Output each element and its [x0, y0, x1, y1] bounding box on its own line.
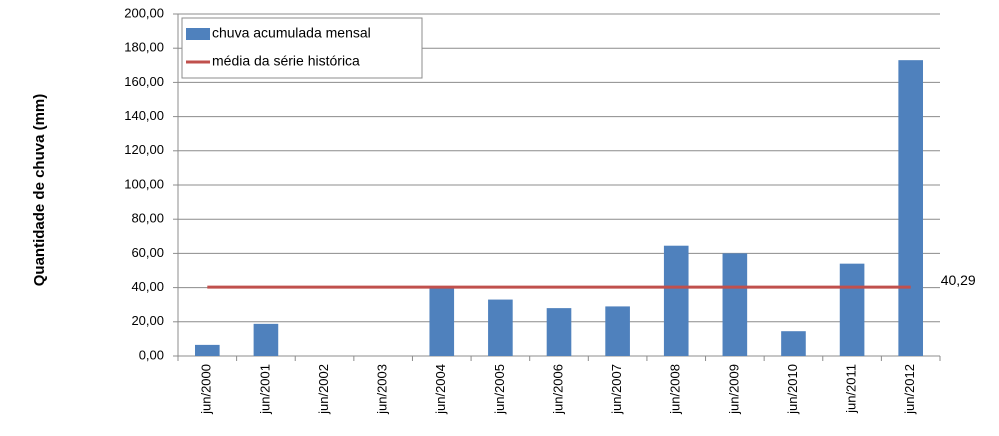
x-tick-label: jun/2010	[785, 364, 800, 415]
x-tick-label: jun/2008	[668, 364, 683, 415]
y-axis-label: Quantidade de chuva (mm)	[31, 94, 48, 287]
legend-box	[181, 17, 423, 79]
bar	[898, 60, 924, 357]
x-tick-label: jun/2012	[902, 364, 917, 415]
x-tick-label: jun/2007	[609, 364, 624, 415]
x-tick-label: jun/2006	[550, 364, 565, 415]
bar	[605, 306, 630, 356]
bar	[839, 263, 865, 356]
y-tick-label: 40,00	[131, 279, 164, 294]
y-tick-label: 60,00	[131, 245, 164, 260]
y-tick-label: 80,00	[131, 211, 164, 226]
bar	[663, 245, 689, 356]
legend-label: média da série histórica	[212, 53, 360, 69]
y-tick-label: 20,00	[131, 313, 164, 328]
x-tick-label: jun/2002	[316, 364, 331, 415]
bar	[253, 323, 279, 356]
bar	[429, 287, 455, 356]
y-tick-label: 160,00	[124, 74, 164, 89]
bar	[546, 308, 572, 356]
y-tick-label: 120,00	[124, 142, 164, 157]
x-tick-label: jun/2000	[199, 364, 214, 415]
y-tick-label: 180,00	[124, 40, 164, 55]
bar	[781, 331, 806, 356]
x-tick-label: jun/2003	[375, 364, 390, 415]
x-tick-label: jun/2001	[257, 364, 272, 415]
bar	[722, 253, 748, 356]
legend-label: chuva acumulada mensal	[212, 25, 371, 41]
legend-swatch	[186, 28, 210, 40]
bar	[194, 344, 220, 356]
x-tick-label: jun/2009	[726, 364, 741, 415]
x-tick-label: jun/2004	[433, 364, 448, 415]
y-tick-label: 140,00	[124, 108, 164, 123]
y-tick-label: 0,00	[139, 347, 164, 362]
x-tick-label: jun/2005	[492, 364, 507, 415]
y-tick-label: 200,00	[124, 5, 164, 20]
x-tick-label: jun/2011	[844, 364, 859, 414]
y-tick-label: 100,00	[124, 176, 164, 191]
data-label: 40,29	[941, 272, 976, 288]
bar	[488, 299, 513, 356]
